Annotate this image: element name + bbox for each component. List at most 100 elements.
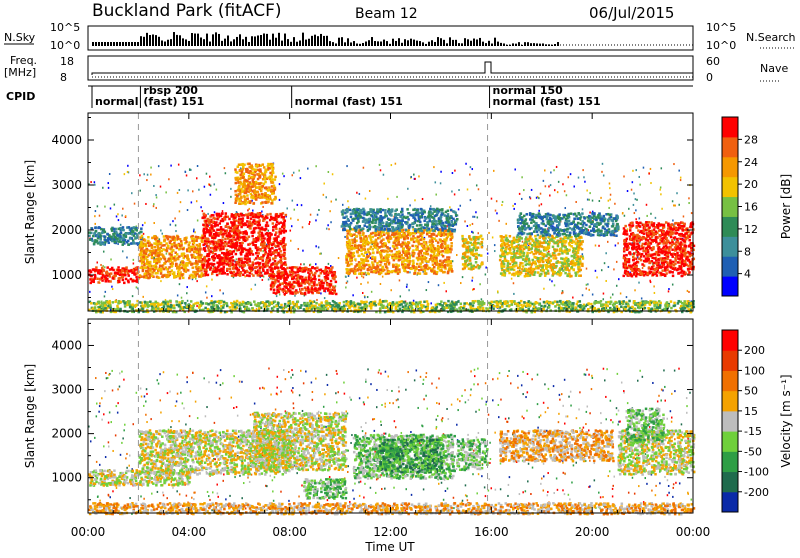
scatter-cell (194, 231, 196, 233)
echo-cell (399, 235, 402, 238)
echo-cell (203, 274, 206, 277)
echo-cell (94, 269, 97, 272)
echo-cell (206, 265, 209, 268)
echo-cell (216, 274, 219, 277)
scatter-cell (454, 193, 456, 195)
scatter-cell (654, 292, 656, 294)
echo-cell (371, 266, 374, 269)
echo-cell (135, 267, 138, 270)
echo-cell (308, 276, 311, 279)
echo-cell (243, 248, 246, 251)
echo-cell (134, 228, 137, 231)
echo-cell (246, 238, 249, 241)
echo-cell (195, 261, 198, 264)
echo-cell (437, 267, 440, 270)
echo-cell (98, 226, 101, 229)
scatter-cell (94, 184, 96, 186)
echo-cell (334, 275, 337, 278)
echo-cell (278, 287, 281, 290)
echo-cell (346, 235, 349, 238)
echo-cell (279, 250, 282, 253)
echo-cell (270, 254, 273, 256)
scatter-cell (363, 276, 365, 278)
scatter-cell (318, 209, 320, 211)
scatter-cell (380, 283, 382, 285)
echo-cell (243, 232, 246, 235)
scatter-cell (556, 166, 558, 168)
echo-cell (425, 264, 428, 267)
scatter-cell (335, 199, 337, 201)
echo-cell (142, 259, 145, 262)
echo-cell (439, 260, 442, 263)
echo-cell (193, 250, 196, 253)
scatter-cell (653, 285, 655, 287)
scatter-cell (210, 194, 212, 196)
echo-cell (280, 231, 283, 234)
echo-cell (170, 260, 173, 263)
echo-cell (253, 181, 256, 184)
echo-cell (113, 228, 116, 231)
echo-cell (254, 241, 257, 244)
echo-cell (224, 215, 227, 218)
noise-bar (257, 35, 259, 46)
echo-cell (391, 270, 394, 273)
echo-cell (279, 284, 282, 287)
scatter-cell (143, 233, 145, 235)
echo-cell (270, 269, 273, 272)
echo-cell (250, 270, 253, 273)
echo-cell (253, 202, 256, 205)
echo-cell (360, 239, 363, 242)
echo-cell (157, 240, 160, 243)
noise-bar (302, 33, 304, 46)
echo-cell (278, 270, 281, 273)
scatter-cell (175, 230, 177, 232)
scatter-cell (440, 182, 442, 184)
echo-cell (210, 250, 213, 253)
scatter-cell (186, 174, 188, 176)
echo-cell (254, 266, 257, 269)
scatter-cell (408, 289, 410, 291)
echo-cell (415, 245, 418, 248)
echo-cell (244, 255, 247, 258)
echo-cell (432, 263, 435, 266)
echo-cell (171, 264, 174, 267)
echo-cell (107, 239, 110, 242)
scatter-cell (94, 181, 96, 183)
scatter-cell (545, 185, 547, 187)
scatter-cell (179, 189, 181, 191)
scatter-cell (586, 190, 588, 192)
echo-cell (195, 266, 198, 269)
echo-cell (218, 272, 221, 275)
scatter-cell (111, 286, 113, 288)
scatter-cell (550, 184, 552, 186)
scatter-cell (648, 173, 650, 175)
echo-cell (374, 256, 377, 259)
echo-cell (131, 280, 134, 283)
scatter-cell (348, 275, 350, 277)
scatter-cell (418, 175, 420, 177)
echo-cell (156, 272, 159, 275)
echo-cell (319, 285, 322, 288)
echo-cell (335, 281, 338, 284)
echo-cell (206, 225, 209, 228)
scatter-cell (330, 221, 332, 223)
scatter-cell (458, 208, 460, 210)
echo-cell (386, 246, 389, 249)
scatter-cell (523, 189, 525, 191)
echo-cell (194, 247, 197, 250)
echo-cell (349, 243, 352, 246)
echo-cell (171, 246, 174, 249)
echo-cell (251, 261, 254, 264)
echo-cell (430, 269, 433, 272)
echo-cell (258, 234, 261, 237)
echo-cell (314, 275, 317, 278)
echo-cell (97, 233, 100, 236)
scatter-cell (367, 296, 369, 298)
echo-cell (348, 264, 351, 267)
echo-cell (212, 214, 215, 217)
scatter-cell (170, 224, 172, 226)
echo-cell (118, 281, 121, 284)
echo-cell (385, 263, 388, 266)
echo-cell (305, 277, 308, 280)
echo-cell (203, 235, 206, 238)
